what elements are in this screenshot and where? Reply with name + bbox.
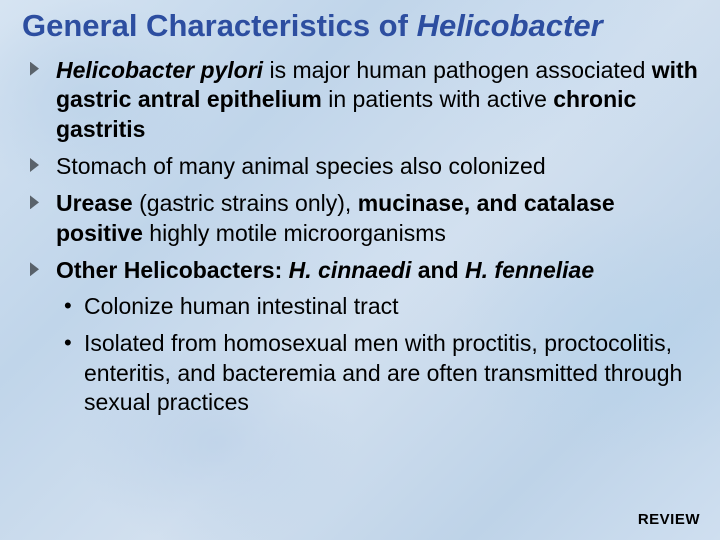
sub-bullet-2: Isolated from homosexual men with procti… [84,329,698,417]
slide: General Characteristics of Helicobacter … [0,0,720,417]
sub-bullet-1: Colonize human intestinal tract [84,292,698,321]
bullet-3-seg-2: (gastric strains only), [133,190,358,216]
bullet-4-seg-3: and [411,257,465,283]
bullet-1-seg-2: is major human pathogen associated [263,57,652,83]
bullet-1-seg-1: Helicobacter pylori [56,57,263,83]
bullet-list: Helicobacter pylori is major human patho… [22,56,698,418]
bullet-3-seg-4: highly motile microorganisms [143,220,446,246]
bullet-2: Stomach of many animal species also colo… [56,152,698,181]
bullet-4-seg-2: H. cinnaedi [289,257,412,283]
bullet-1-seg-4: in patients with active [322,86,553,112]
review-label: REVIEW [638,511,700,528]
bullet-4-seg-4: H. fenneliae [465,257,594,283]
slide-title: General Characteristics of Helicobacter [22,8,698,44]
bullet-4: Other Helicobacters: H. cinnaedi and H. … [56,256,698,417]
title-genus: Helicobacter [417,8,603,43]
bullet-3: Urease (gastric strains only), mucinase,… [56,189,698,248]
sub-bullet-list: Colonize human intestinal tract Isolated… [56,292,698,418]
bullet-4-seg-1: Other Helicobacters: [56,257,289,283]
bullet-1: Helicobacter pylori is major human patho… [56,56,698,144]
bullet-3-seg-1: Urease [56,190,133,216]
title-prefix: General Characteristics of [22,8,417,43]
